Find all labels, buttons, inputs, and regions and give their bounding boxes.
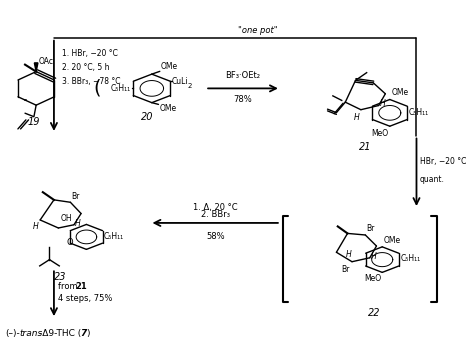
Text: 23: 23 bbox=[55, 272, 67, 282]
Text: H: H bbox=[346, 250, 351, 259]
Text: H: H bbox=[75, 219, 81, 228]
Text: Br: Br bbox=[367, 224, 375, 233]
Text: 58%: 58% bbox=[206, 232, 225, 241]
Text: C₅H₁₁: C₅H₁₁ bbox=[111, 84, 131, 93]
Text: Br: Br bbox=[341, 264, 350, 273]
Text: 20: 20 bbox=[141, 113, 154, 122]
Text: H: H bbox=[33, 222, 39, 231]
Text: -Δ9-THC (: -Δ9-THC ( bbox=[39, 328, 82, 338]
Text: 1. Δ, 20 °C: 1. Δ, 20 °C bbox=[193, 203, 237, 212]
Text: C₅H₁₁: C₅H₁₁ bbox=[409, 108, 428, 117]
Text: H: H bbox=[371, 252, 377, 261]
Text: Br: Br bbox=[71, 192, 80, 201]
Text: MeO: MeO bbox=[364, 274, 381, 283]
Text: OH: OH bbox=[61, 214, 72, 223]
Text: H: H bbox=[354, 113, 360, 121]
Text: (: ( bbox=[93, 79, 101, 98]
Text: MeO: MeO bbox=[371, 129, 389, 138]
Text: C₅H₁₁: C₅H₁₁ bbox=[104, 232, 124, 241]
Text: from: from bbox=[58, 282, 81, 290]
Text: OMe: OMe bbox=[383, 236, 401, 245]
Text: 7: 7 bbox=[81, 328, 87, 338]
Text: 21: 21 bbox=[75, 282, 87, 290]
Text: 78%: 78% bbox=[234, 95, 252, 104]
Text: OMe: OMe bbox=[160, 104, 177, 113]
Text: 3. BBr₃, −78 °C: 3. BBr₃, −78 °C bbox=[62, 77, 120, 86]
Text: CuLi: CuLi bbox=[172, 77, 189, 86]
Text: "one pot": "one pot" bbox=[237, 26, 277, 35]
Text: 22: 22 bbox=[367, 308, 380, 318]
Text: 2. 20 °C, 5 h: 2. 20 °C, 5 h bbox=[62, 63, 109, 72]
Text: 1. HBr, −20 °C: 1. HBr, −20 °C bbox=[62, 49, 118, 58]
Text: quant.: quant. bbox=[420, 175, 445, 184]
Text: 2. BBr₃: 2. BBr₃ bbox=[201, 211, 230, 219]
Text: ): ) bbox=[86, 328, 90, 338]
Text: OMe: OMe bbox=[391, 88, 408, 97]
Text: (–)-: (–)- bbox=[5, 328, 20, 338]
Text: O: O bbox=[66, 237, 73, 247]
Text: 4 steps, 75%: 4 steps, 75% bbox=[58, 294, 113, 304]
Polygon shape bbox=[34, 63, 38, 72]
Text: OMe: OMe bbox=[161, 62, 178, 71]
Text: H: H bbox=[380, 99, 386, 108]
Text: 2: 2 bbox=[187, 83, 191, 89]
Text: C₅H₁₁: C₅H₁₁ bbox=[400, 254, 420, 263]
Text: BF₃·OEt₂: BF₃·OEt₂ bbox=[226, 71, 261, 80]
Text: 21: 21 bbox=[359, 142, 372, 152]
Text: 19: 19 bbox=[27, 118, 40, 127]
Text: trans: trans bbox=[20, 328, 43, 338]
Text: OAc: OAc bbox=[38, 57, 54, 66]
Text: HBr, −20 °C: HBr, −20 °C bbox=[420, 157, 466, 166]
